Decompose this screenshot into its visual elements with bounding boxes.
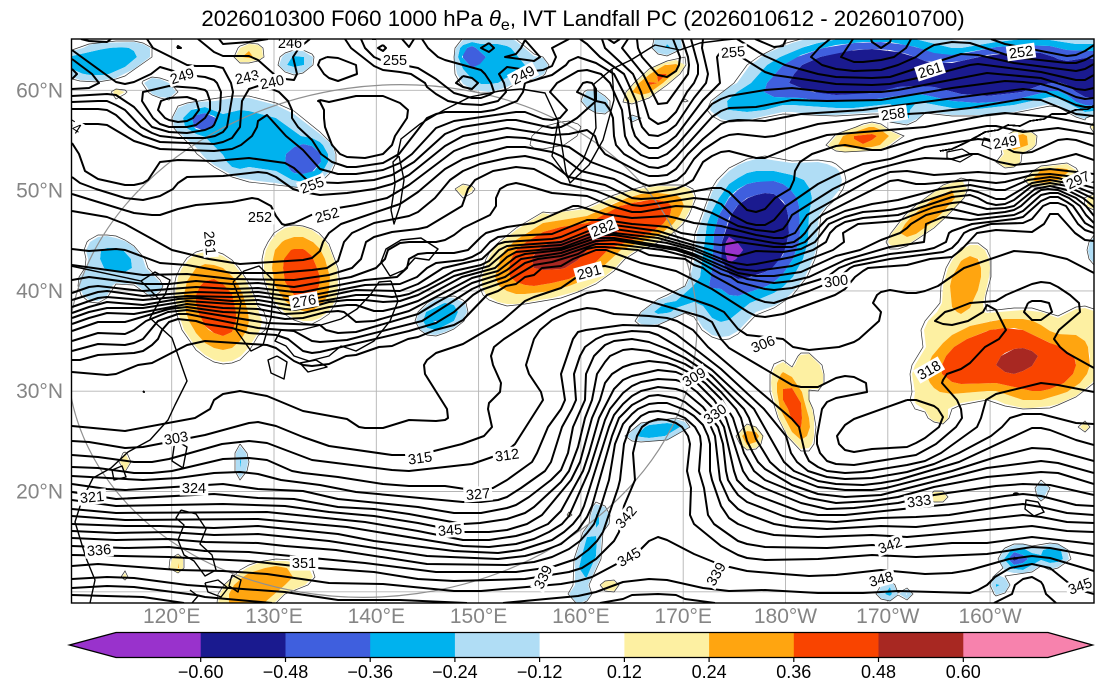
svg-text:300: 300	[823, 272, 849, 291]
svg-text:−0.12: −0.12	[517, 662, 563, 682]
svg-text:261: 261	[200, 230, 218, 256]
svg-text:348: 348	[867, 569, 895, 591]
svg-text:240: 240	[259, 73, 286, 94]
svg-text:249: 249	[168, 66, 196, 89]
svg-text:312: 312	[494, 446, 520, 465]
svg-text:130°E: 130°E	[245, 605, 302, 628]
svg-text:0.24: 0.24	[692, 662, 727, 682]
svg-text:321: 321	[79, 489, 105, 507]
svg-text:40°N: 40°N	[16, 280, 63, 303]
svg-text:342: 342	[876, 534, 904, 557]
svg-text:120°E: 120°E	[143, 605, 200, 628]
svg-text:249: 249	[992, 133, 1019, 153]
svg-text:140°E: 140°E	[348, 605, 405, 628]
svg-text:345: 345	[437, 522, 463, 540]
svg-text:252: 252	[1008, 43, 1034, 62]
svg-text:315: 315	[407, 449, 433, 468]
svg-text:261: 261	[916, 60, 944, 83]
svg-text:0.60: 0.60	[946, 662, 981, 682]
svg-text:324: 324	[182, 481, 206, 497]
svg-text:0.36: 0.36	[776, 662, 811, 682]
svg-text:0.48: 0.48	[861, 662, 896, 682]
svg-text:255: 255	[298, 174, 326, 197]
svg-text:0.12: 0.12	[607, 662, 642, 682]
svg-text:345: 345	[1066, 575, 1094, 598]
svg-text:252: 252	[313, 205, 341, 227]
svg-text:276: 276	[291, 292, 318, 312]
svg-text:20°N: 20°N	[16, 481, 63, 504]
svg-text:170°W: 170°W	[856, 605, 919, 628]
svg-text:−0.24: −0.24	[432, 662, 478, 682]
svg-text:160°W: 160°W	[958, 605, 1021, 628]
svg-text:60°N: 60°N	[16, 79, 63, 102]
svg-text:50°N: 50°N	[16, 180, 63, 203]
svg-text:255: 255	[383, 53, 407, 69]
svg-text:160°E: 160°E	[552, 605, 609, 628]
svg-text:2026010300 F060 1000 hPa θe, I: 2026010300 F060 1000 hPa θe, IVT Landfal…	[201, 6, 964, 34]
svg-text:291: 291	[575, 262, 603, 284]
svg-text:255: 255	[720, 44, 746, 62]
svg-text:180°W: 180°W	[754, 605, 817, 628]
svg-text:333: 333	[906, 492, 932, 511]
svg-text:−0.48: −0.48	[263, 662, 309, 682]
svg-text:243: 243	[234, 68, 261, 89]
svg-text:246: 246	[278, 36, 302, 52]
svg-text:327: 327	[465, 486, 491, 504]
svg-text:−0.36: −0.36	[347, 662, 393, 682]
svg-text:258: 258	[880, 105, 906, 124]
svg-text:303: 303	[163, 429, 190, 449]
svg-text:30°N: 30°N	[16, 380, 63, 403]
svg-text:351: 351	[292, 556, 316, 572]
svg-text:150°E: 150°E	[450, 605, 507, 628]
svg-text:170°E: 170°E	[654, 605, 711, 628]
svg-text:252: 252	[248, 210, 272, 226]
svg-text:−0.60: −0.60	[178, 662, 224, 682]
svg-text:336: 336	[86, 542, 112, 560]
